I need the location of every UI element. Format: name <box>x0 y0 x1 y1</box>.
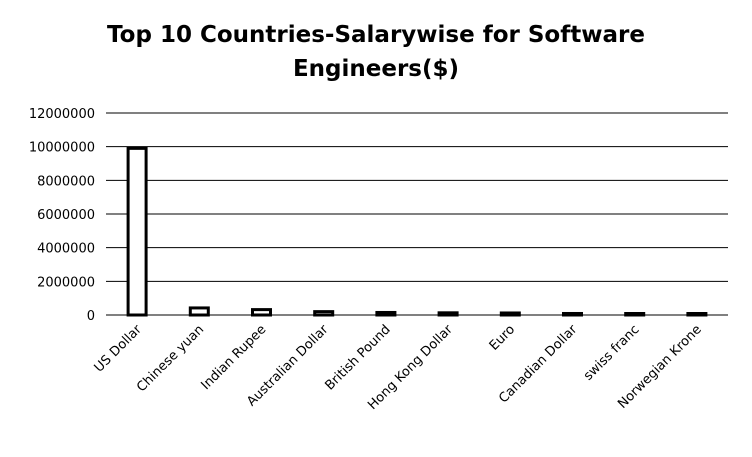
bar-indian-rupee <box>251 308 272 317</box>
bar-hong-kong-dollar <box>437 311 459 317</box>
x-tick-label: US Dollar <box>92 322 146 376</box>
y-tick-label: 2000000 <box>37 275 95 290</box>
x-tick-label: Chinese yuan <box>134 322 207 395</box>
chart-title: Top 10 Countries-Salarywise for Software… <box>0 18 752 86</box>
chart-title-line-1: Top 10 Countries-Salarywise for Software <box>107 22 645 48</box>
y-tick-label: 6000000 <box>37 208 95 223</box>
chart-title-line-2: Engineers($) <box>292 56 460 82</box>
y-tick-label: 10000000 <box>29 141 95 156</box>
x-tick-label: Euro <box>487 322 518 353</box>
x-tick-label: British Pound <box>322 322 393 393</box>
x-tick-label: Indian Rupee <box>198 322 269 393</box>
x-tick-label: swiss franc <box>581 322 643 384</box>
bar-norwegian-krone <box>686 312 708 317</box>
bar-swiss-franc <box>624 312 646 317</box>
bar-british-pound <box>375 310 397 317</box>
bar-us-dollar <box>126 146 148 317</box>
bar-euro <box>499 311 521 317</box>
bar-canadian-dollar <box>562 311 583 317</box>
y-tick-label: 0 <box>87 309 95 324</box>
bar-chinese-yuan <box>188 306 210 317</box>
bar-australian-dollar <box>313 310 335 317</box>
y-tick-label: 12000000 <box>29 107 95 122</box>
y-tick-label: 8000000 <box>37 174 95 189</box>
y-tick-label: 4000000 <box>37 242 95 257</box>
